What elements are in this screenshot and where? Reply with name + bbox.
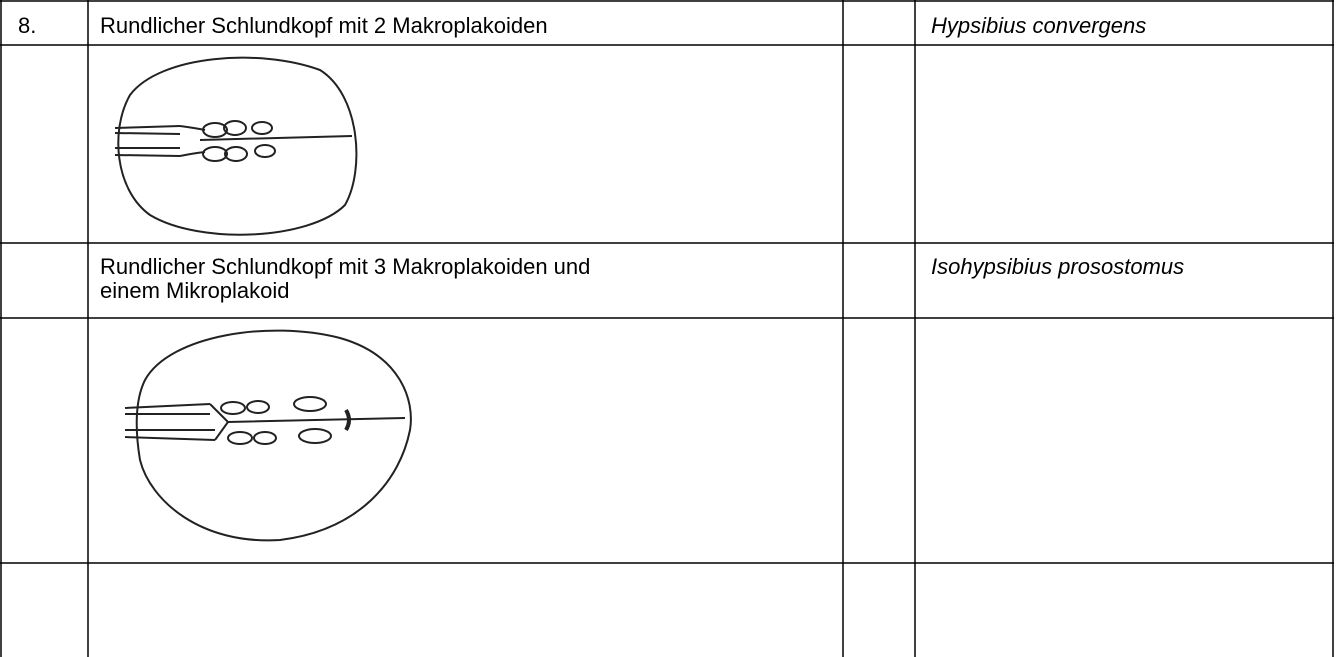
description-line: einem Mikroplakoid — [100, 278, 290, 303]
drawing-pharynx-2 — [124, 329, 412, 542]
drawing-pharynx-1 — [114, 56, 358, 236]
species-name: Isohypsibius prosostomus — [931, 254, 1185, 279]
row-number: 8. — [18, 13, 37, 38]
description-line: Rundlicher Schlundkopf mit 3 Makroplakoi… — [100, 254, 591, 279]
description: Rundlicher Schlundkopf mit 2 Makroplakoi… — [100, 13, 548, 38]
species-name: Hypsibius convergens — [931, 13, 1147, 38]
